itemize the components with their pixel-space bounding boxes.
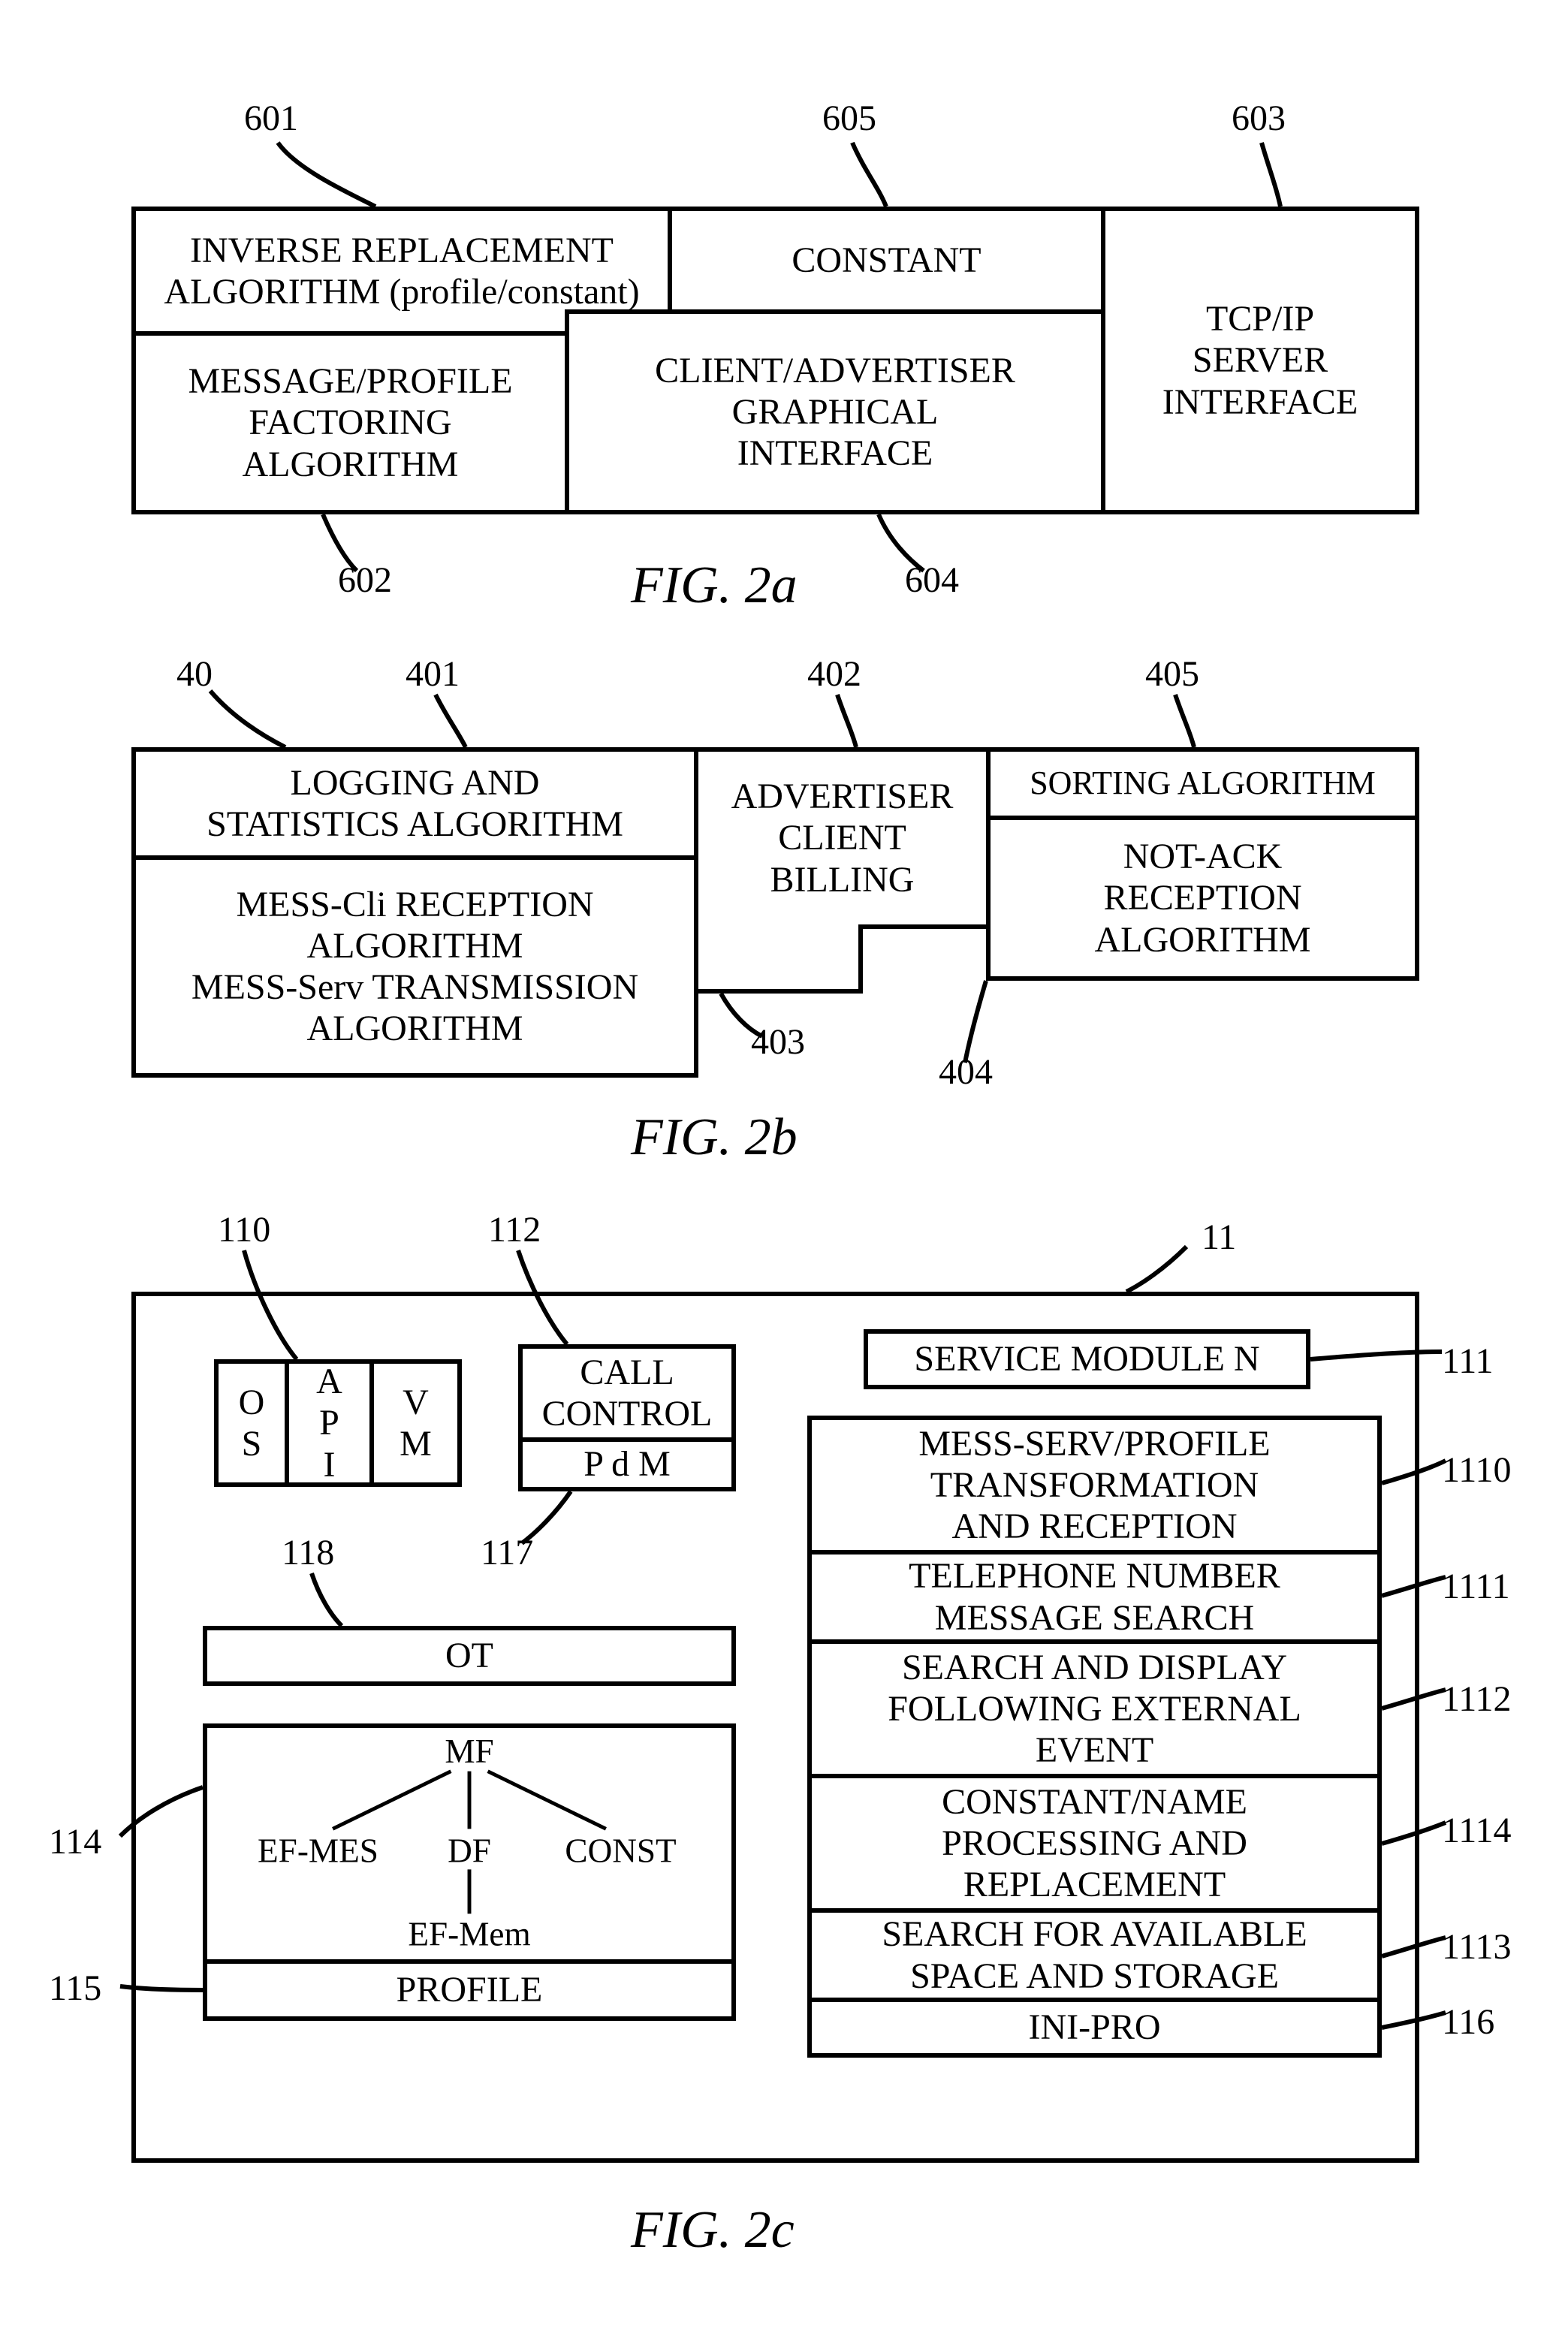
label-1110: 1110 [1442,1449,1511,1491]
cell-text: MESS-SERV/PROFILETRANSFORMATIONAND RECEP… [918,1423,1270,1548]
label-118: 118 [282,1532,334,1573]
caption-fig2c: FIG. 2c [631,2200,795,2260]
fig2b-sorting: SORTING ALGORITHM [986,747,1419,820]
page: INVERSE REPLACEMENTALGORITHM (profile/co… [0,0,1568,2331]
cell-text: SEARCH AND DISPLAYFOLLOWING EXTERNALEVEN… [888,1647,1301,1772]
label-114: 114 [49,1821,101,1862]
fig2a-client-gui: CLIENT/ADVERTISERGRAPHICALINTERFACE [565,309,1105,514]
stack-5: INI-PRO [807,1998,1382,2058]
cell-text: TCP/IPSERVERINTERFACE [1162,298,1358,423]
cell-text: VM [400,1382,432,1464]
cell-text: PROFILE [397,1969,543,2010]
api-api: API [285,1359,374,1487]
cell-text: OT [445,1635,493,1676]
label-111: 111 [1442,1340,1493,1382]
cell-text: ADVERTISERCLIENTBILLING [731,776,954,900]
cell-text: INVERSE REPLACEMENTALGORITHM (profile/co… [164,230,639,312]
svg-text:MF: MF [445,1732,493,1770]
fig2b-logging: LOGGING ANDSTATISTICS ALGORITHM [131,747,698,860]
cell-text: API [316,1361,342,1485]
label-110: 110 [218,1209,270,1250]
stack-1: TELEPHONE NUMBERMESSAGE SEARCH [807,1550,1382,1644]
ot: OT [203,1626,736,1686]
pdm: P d M [518,1437,736,1491]
service-module: SERVICE MODULE N [864,1329,1310,1389]
label-1112: 1112 [1442,1678,1511,1720]
label-402: 402 [807,653,861,695]
cell-text: LOGGING ANDSTATISTICS ALGORITHM [207,762,623,845]
fig2a-factoring: MESSAGE/PROFILEFACTORING ALGORITHM [131,331,569,514]
svg-text:EF-MES: EF-MES [258,1832,378,1870]
cell-text: CONSTANT/NAMEPROCESSING ANDREPLACEMENT [942,1781,1247,1906]
label-112: 112 [488,1209,541,1250]
label-116: 116 [1442,2001,1494,2043]
caption-fig2a: FIG. 2a [631,556,798,616]
label-602: 602 [338,559,392,601]
fig2b-billing-stub [694,924,863,994]
cell-text: MESS-Cli RECEPTIONALGORITHMMESS-Serv TRA… [191,884,638,1050]
api-os: OS [214,1359,289,1487]
svg-text:EF-Mem: EF-Mem [408,1916,530,1953]
cell-text: TELEPHONE NUMBERMESSAGE SEARCH [909,1555,1280,1638]
caption-fig2b: FIG. 2b [631,1108,798,1168]
mf-tree-box: MF EF-MES DF CONST EF-Mem [203,1723,736,1964]
fig2b-mess-cli: MESS-Cli RECEPTIONALGORITHMMESS-Serv TRA… [131,855,698,1078]
fig2a-tcp-ip: TCP/IPSERVERINTERFACE [1101,207,1419,514]
fig2b-not-ack: NOT-ACKRECEPTIONALGORITHM [986,816,1419,981]
label-1113: 1113 [1442,1926,1511,1968]
svg-text:DF: DF [448,1832,491,1870]
cell-text: INI-PRO [1029,2007,1161,2048]
label-405: 405 [1145,653,1199,695]
stack-3: CONSTANT/NAMEPROCESSING ANDREPLACEMENT [807,1774,1382,1913]
label-604: 604 [905,559,959,601]
cell-text: P d M [583,1443,671,1485]
cell-text: NOT-ACKRECEPTIONALGORITHM [1095,836,1311,960]
cell-text: SERVICE MODULE N [914,1338,1259,1380]
label-1114: 1114 [1442,1810,1511,1851]
profile: PROFILE [203,1959,736,2021]
cell-text: CONSTANT [792,240,981,281]
mf-tree-svg: MF EF-MES DF CONST EF-Mem [207,1723,731,1964]
label-40: 40 [176,653,213,695]
fig2b-billing: ADVERTISERCLIENTBILLING [694,747,991,929]
svg-text:CONST: CONST [565,1832,676,1870]
label-403: 403 [751,1021,805,1063]
label-601: 601 [244,98,298,139]
label-1111: 1111 [1442,1566,1510,1607]
cell-text: CALLCONTROL [542,1352,713,1434]
fig2a-constant: CONSTANT [668,207,1105,314]
cell-text: SEARCH FOR AVAILABLESPACE AND STORAGE [882,1913,1307,1996]
cell-text: CLIENT/ADVERTISERGRAPHICALINTERFACE [655,350,1015,475]
stack-4: SEARCH FOR AVAILABLESPACE AND STORAGE [807,1908,1382,2002]
cell-text: SORTING ALGORITHM [1030,764,1376,803]
api-vm: VM [369,1359,462,1487]
label-11: 11 [1202,1217,1236,1258]
lead-116 [0,0,1,1]
stack-0: MESS-SERV/PROFILETRANSFORMATIONAND RECEP… [807,1416,1382,1555]
stack-2: SEARCH AND DISPLAYFOLLOWING EXTERNALEVEN… [807,1639,1382,1778]
cell-text: MESSAGE/PROFILEFACTORING ALGORITHM [143,360,557,485]
cell-text: OS [239,1382,265,1464]
label-605: 605 [822,98,876,139]
label-603: 603 [1232,98,1286,139]
label-401: 401 [406,653,460,695]
label-115: 115 [49,1968,101,2009]
call-control: CALLCONTROL [518,1344,736,1442]
